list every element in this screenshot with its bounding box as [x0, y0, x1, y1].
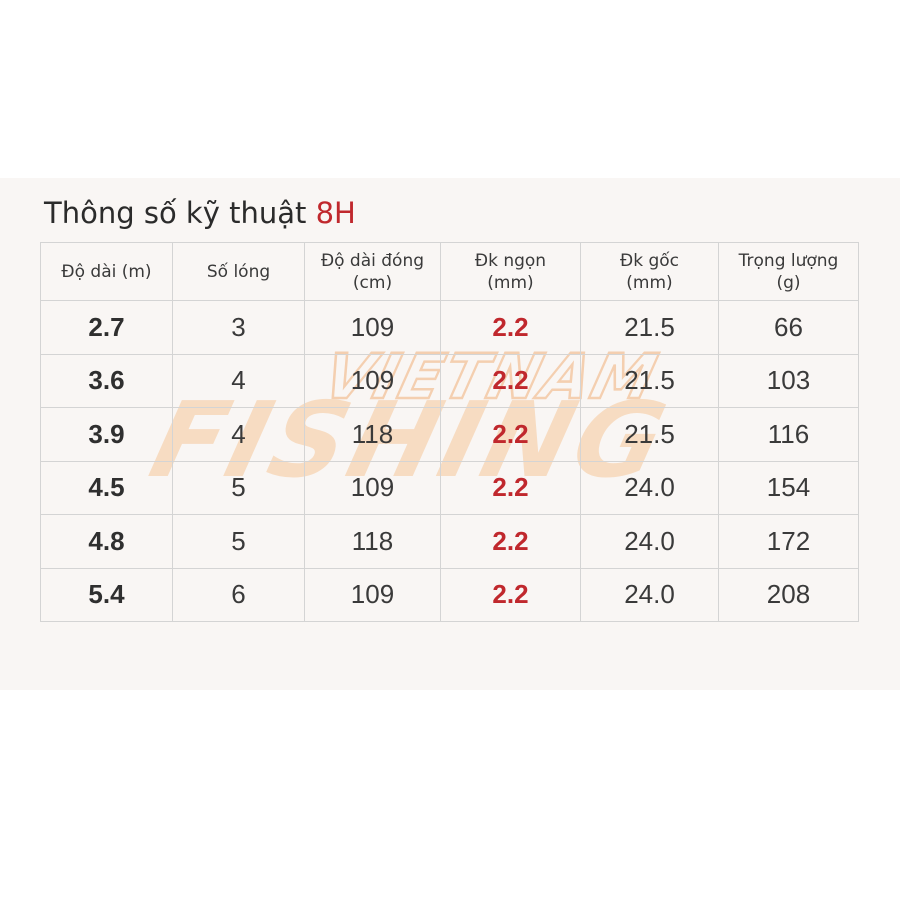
table-row: 5.4 6 109 2.2 24.0 208	[40, 567, 859, 622]
cell-butt-diameter: 24.0	[580, 514, 719, 569]
cell-length: 3.6	[40, 353, 173, 408]
cell-length: 4.5	[40, 460, 173, 515]
title-model: 8H	[315, 196, 356, 230]
cell-length: 5.4	[40, 567, 173, 622]
header-closed-length: Độ dài đóng (cm)	[304, 242, 441, 301]
page-title: Thông số kỹ thuật 8H	[44, 196, 356, 230]
cell-closed-length: 109	[304, 567, 441, 622]
cell-sections: 6	[172, 567, 305, 622]
cell-sections: 3	[172, 300, 305, 355]
cell-tip-diameter: 2.2	[440, 300, 581, 355]
header-butt-diameter: Đk gốc (mm)	[580, 242, 719, 301]
header-weight: Trọng lượng (g)	[718, 242, 859, 301]
table-header-row: Độ dài (m) Số lóng Độ dài đóng (cm) Đk n…	[40, 242, 859, 301]
table-row: 4.8 5 118 2.2 24.0 172	[40, 514, 859, 569]
cell-tip-diameter: 2.2	[440, 353, 581, 408]
cell-closed-length: 109	[304, 353, 441, 408]
header-length: Độ dài (m)	[40, 242, 173, 301]
cell-sections: 5	[172, 514, 305, 569]
cell-butt-diameter: 24.0	[580, 567, 719, 622]
cell-sections: 5	[172, 460, 305, 515]
cell-length: 3.9	[40, 407, 173, 462]
title-text: Thông số kỹ thuật	[44, 196, 316, 230]
table-row: 2.7 3 109 2.2 21.5 66	[40, 300, 859, 355]
cell-butt-diameter: 21.5	[580, 353, 719, 408]
cell-closed-length: 109	[304, 460, 441, 515]
cell-length: 2.7	[40, 300, 173, 355]
cell-tip-diameter: 2.2	[440, 460, 581, 515]
cell-closed-length: 118	[304, 514, 441, 569]
cell-butt-diameter: 24.0	[580, 460, 719, 515]
cell-butt-diameter: 21.5	[580, 300, 719, 355]
spec-table: Độ dài (m) Số lóng Độ dài đóng (cm) Đk n…	[40, 242, 859, 622]
header-sections: Số lóng	[172, 242, 305, 301]
cell-weight: 208	[718, 567, 859, 622]
table-row: 3.9 4 118 2.2 21.5 116	[40, 407, 859, 462]
cell-sections: 4	[172, 353, 305, 408]
cell-closed-length: 118	[304, 407, 441, 462]
cell-length: 4.8	[40, 514, 173, 569]
table-row: 3.6 4 109 2.2 21.5 103	[40, 353, 859, 408]
table-row: 4.5 5 109 2.2 24.0 154	[40, 460, 859, 515]
cell-tip-diameter: 2.2	[440, 567, 581, 622]
cell-weight: 116	[718, 407, 859, 462]
header-tip-diameter: Đk ngọn (mm)	[440, 242, 581, 301]
cell-weight: 172	[718, 514, 859, 569]
cell-butt-diameter: 21.5	[580, 407, 719, 462]
cell-weight: 66	[718, 300, 859, 355]
cell-weight: 154	[718, 460, 859, 515]
cell-tip-diameter: 2.2	[440, 407, 581, 462]
cell-closed-length: 109	[304, 300, 441, 355]
cell-sections: 4	[172, 407, 305, 462]
cell-weight: 103	[718, 353, 859, 408]
cell-tip-diameter: 2.2	[440, 514, 581, 569]
